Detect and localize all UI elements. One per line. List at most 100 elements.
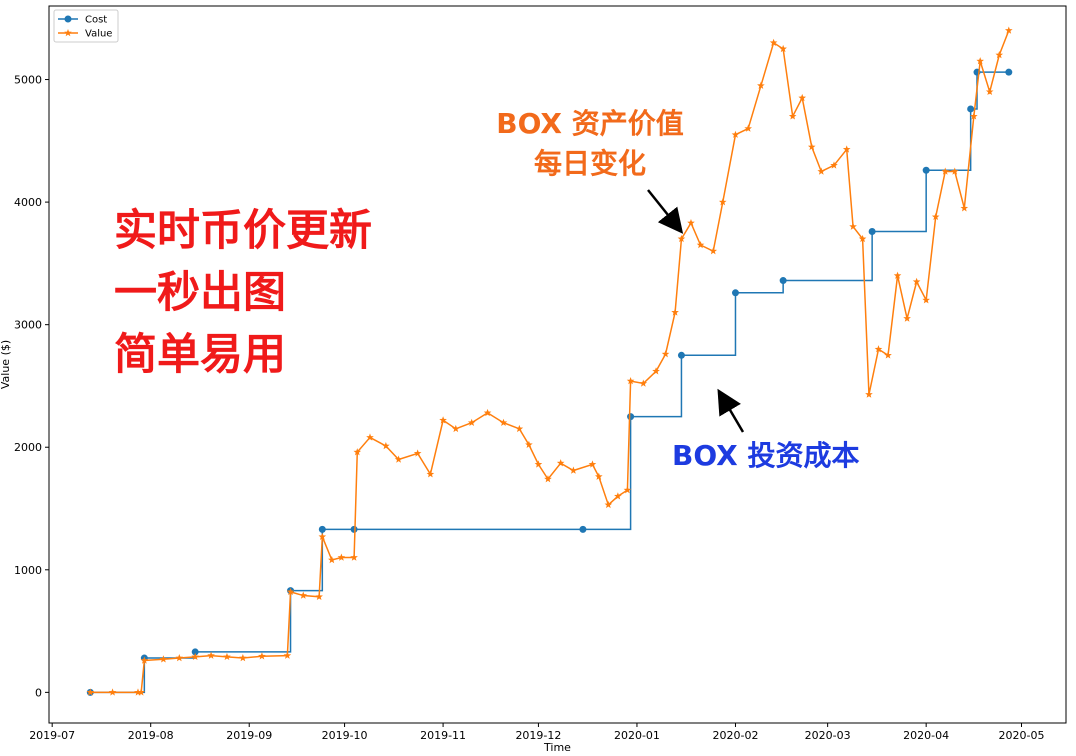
value-point [595,472,603,480]
value-point [337,553,346,561]
value-point [757,81,765,89]
value-point [903,314,911,322]
value-point [315,592,323,600]
axes: 2019-07 2019-08 2019-09 2019-10 2019-11 2019-… [0,5,1067,754]
value-point [960,204,969,212]
x-tick-label: 2019-07 [29,729,75,742]
x-tick-label: 2020-01 [614,729,660,742]
value-point [382,442,390,450]
value-point [286,587,295,596]
x-axis-label: Time [543,741,571,754]
legend-cost-marker [64,15,72,23]
x-tick-label: 2019-10 [322,729,368,742]
y-tick-label: 3000 [14,319,42,332]
legend-value-marker [64,29,72,37]
value-point [922,296,930,304]
value-point [556,459,565,467]
y-axis-label: Value ($) [0,340,12,389]
cost-point [779,277,787,285]
value-point [976,57,984,65]
value-point [779,44,787,53]
y-tick-label: 0 [35,686,42,699]
value-point [207,651,215,659]
y-tick-label: 4000 [14,196,42,209]
value-point [614,492,622,500]
value-point [769,38,778,47]
value-point [626,377,635,385]
value-point [515,424,524,433]
y-tick-label: 1000 [14,564,42,577]
value-point [328,555,336,564]
value-point [159,655,168,663]
x-tick-label: 2019-12 [515,729,561,742]
legend-value-label: Value [85,29,112,40]
value-point [108,688,117,696]
value-point [985,87,994,96]
cost-point [922,166,930,174]
value-point [842,145,851,153]
cost-point [1005,68,1013,76]
value-point [807,142,816,151]
y-tick-label: 5000 [14,74,42,87]
value-point [798,93,807,102]
value-point [970,112,978,120]
cost-point [868,228,876,236]
value-point [623,486,632,494]
cost-point [627,413,635,421]
value-point [499,418,508,426]
legend: Cost Value [53,9,119,43]
value-point [258,652,266,660]
x-tick-label: 2020-04 [903,729,949,742]
value-point [718,198,727,206]
plot-area [86,26,1013,696]
value-point [671,308,679,316]
value-point [865,390,873,398]
value-point [709,247,718,255]
value-point [426,470,435,478]
y-tick-label: 2000 [14,441,42,454]
value-point [588,460,597,468]
value-point [439,416,447,424]
value-point [483,408,492,417]
value-point [884,351,892,359]
x-tick-label: 2020-05 [999,729,1045,742]
cost-annotation-arrow [717,388,745,433]
axes-frame [48,5,1067,724]
value-point [639,379,648,387]
cost-point [318,525,326,533]
value-point [652,367,660,375]
value-point [830,161,838,169]
value-point [744,124,752,132]
value-point [544,475,552,483]
value-point [569,466,578,474]
value-point [525,440,533,449]
cost-point [967,105,975,113]
value-annotation-arrow [647,189,684,234]
value-point [731,130,740,138]
value-point [318,532,327,540]
value-point [413,449,422,457]
value-point [661,350,670,358]
value-point [191,652,199,661]
value-point [353,448,362,456]
value-point [239,654,247,662]
value-annotation: BOX 资产价值 每日变化 [496,107,684,180]
promo-annotation: 实时币价更新 一秒出图 简单易用 [114,206,372,380]
legend-cost-label: Cost [85,15,107,26]
value-point [931,212,940,221]
cost-point [677,351,685,359]
value-point [893,271,902,279]
value-point [283,651,292,659]
value-point [452,424,460,433]
value-point [223,652,231,661]
value-point [299,591,308,599]
cost-point [731,289,739,297]
value-point [140,656,149,664]
value-point [175,654,184,662]
cost-point [579,525,587,533]
value-point [941,167,950,175]
value-point [1004,26,1013,34]
value-point [950,167,959,175]
value-point [817,167,826,175]
